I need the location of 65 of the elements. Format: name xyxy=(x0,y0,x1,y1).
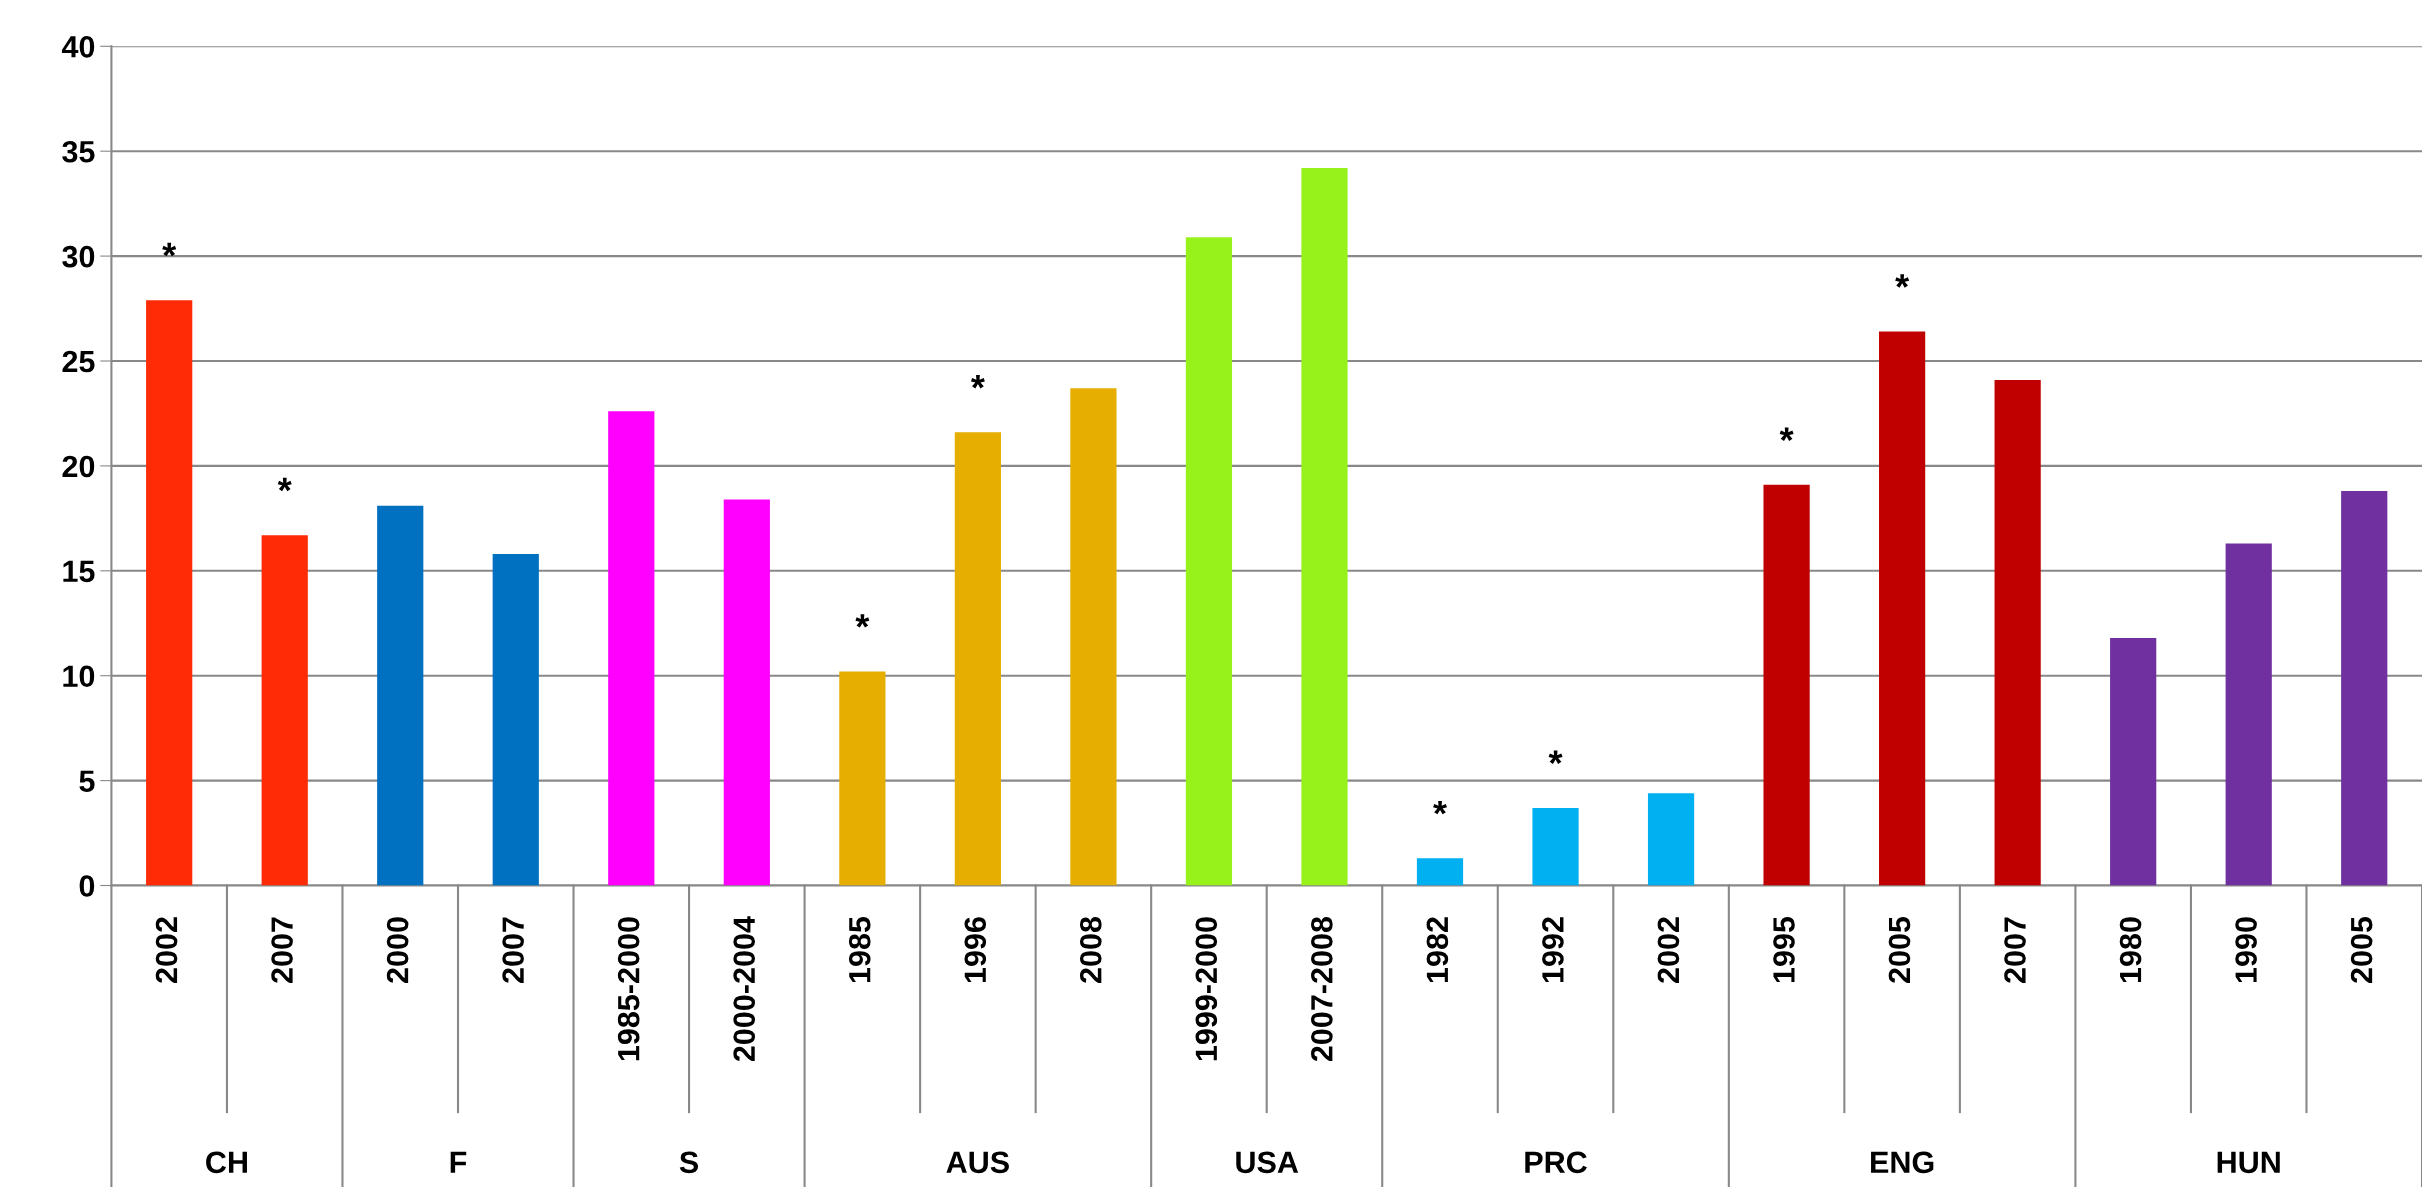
x-tick-label: 1996 xyxy=(964,917,987,983)
bar xyxy=(377,505,424,886)
y-tick-label: 20 xyxy=(62,455,95,478)
x-tick-label: 2000 xyxy=(386,917,409,983)
y-tick-label: 5 xyxy=(79,770,95,792)
bar xyxy=(839,671,886,886)
x-tick-label: 2002 xyxy=(155,917,178,983)
text: ENG xyxy=(1871,1151,1934,1174)
bar xyxy=(1070,388,1117,886)
bar xyxy=(1416,858,1464,886)
x-tick-label: 2005 xyxy=(1888,916,1911,983)
data-label: * xyxy=(1779,427,1794,441)
y-tick-label: 0 xyxy=(79,875,95,897)
data-label: * xyxy=(1433,800,1447,815)
x-tick-label: 2002 xyxy=(1657,917,1680,983)
x-tick-label: 1985-2000 xyxy=(617,917,640,1061)
x-tick-label: 2000-2004 xyxy=(733,916,756,1062)
bar xyxy=(2341,491,2388,886)
bar xyxy=(146,300,193,886)
bar xyxy=(1185,237,1233,886)
x-tick-label: 1990 xyxy=(2235,917,2257,983)
text: F xyxy=(450,1151,467,1173)
y-tick-label: 40 xyxy=(61,36,95,58)
x-tick-label: 2007 xyxy=(271,917,293,983)
x-tick-label: 1980 xyxy=(2119,917,2142,983)
bar xyxy=(2110,637,2157,886)
text: PRC xyxy=(1525,1151,1587,1174)
text: CH xyxy=(206,1151,247,1174)
bar xyxy=(1647,793,1695,886)
bar xyxy=(1994,379,2041,886)
x-tick-label: 1999-2000 xyxy=(1195,917,1218,1061)
y-tick-label: 10 xyxy=(63,665,95,688)
y-tick-label: 35 xyxy=(62,140,95,163)
data-label: * xyxy=(1548,750,1563,764)
y-tick-label: 15 xyxy=(63,560,95,583)
bar xyxy=(492,554,539,886)
x-tick-label: 2007 xyxy=(2004,917,2026,983)
text: S xyxy=(679,1151,699,1174)
bar xyxy=(723,499,770,886)
bar xyxy=(1879,331,1926,886)
data-label: * xyxy=(162,242,177,257)
y-tick-label: 30 xyxy=(62,245,95,268)
text: AUS xyxy=(946,1151,1009,1174)
text: HUN xyxy=(2217,1151,2280,1174)
x-tick-label: 2007-2008 xyxy=(1311,916,1333,1062)
x-tick-label: 1985 xyxy=(848,916,871,983)
x-tick-label: 1995 xyxy=(1773,916,1795,983)
text: USA xyxy=(1236,1151,1299,1174)
bar xyxy=(1763,484,1810,886)
bar xyxy=(608,411,655,886)
data-label: * xyxy=(855,614,870,628)
x-tick-label: 2007 xyxy=(502,917,524,983)
bar xyxy=(261,535,308,886)
x-tick-label: 1992 xyxy=(1542,917,1564,983)
data-label: * xyxy=(970,374,985,389)
x-tick-label: 2008 xyxy=(1079,916,1102,983)
data-label: * xyxy=(277,477,292,492)
y-tick-label: 25 xyxy=(62,350,95,373)
bar xyxy=(954,432,1001,886)
x-tick-label: 1982 xyxy=(1426,917,1449,983)
bar xyxy=(2225,543,2272,886)
bar xyxy=(1301,167,1348,886)
x-tick-label: 2005 xyxy=(2350,916,2373,983)
data-label: * xyxy=(1895,274,1910,288)
bar xyxy=(1532,807,1579,886)
